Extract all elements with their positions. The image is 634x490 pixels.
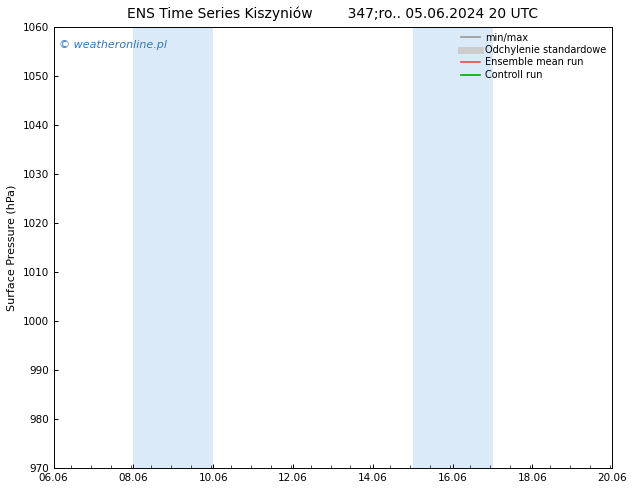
Title: ENS Time Series Kiszyniów        347;ro.. 05.06.2024 20 UTC: ENS Time Series Kiszyniów 347;ro.. 05.06… — [127, 7, 538, 22]
Bar — [133, 27, 213, 468]
Bar — [413, 27, 493, 468]
Legend: min/max, Odchylenie standardowe, Ensemble mean run, Controll run: min/max, Odchylenie standardowe, Ensembl… — [457, 29, 611, 84]
Text: © weatheronline.pl: © weatheronline.pl — [59, 40, 167, 50]
Y-axis label: Surface Pressure (hPa): Surface Pressure (hPa) — [7, 184, 17, 311]
